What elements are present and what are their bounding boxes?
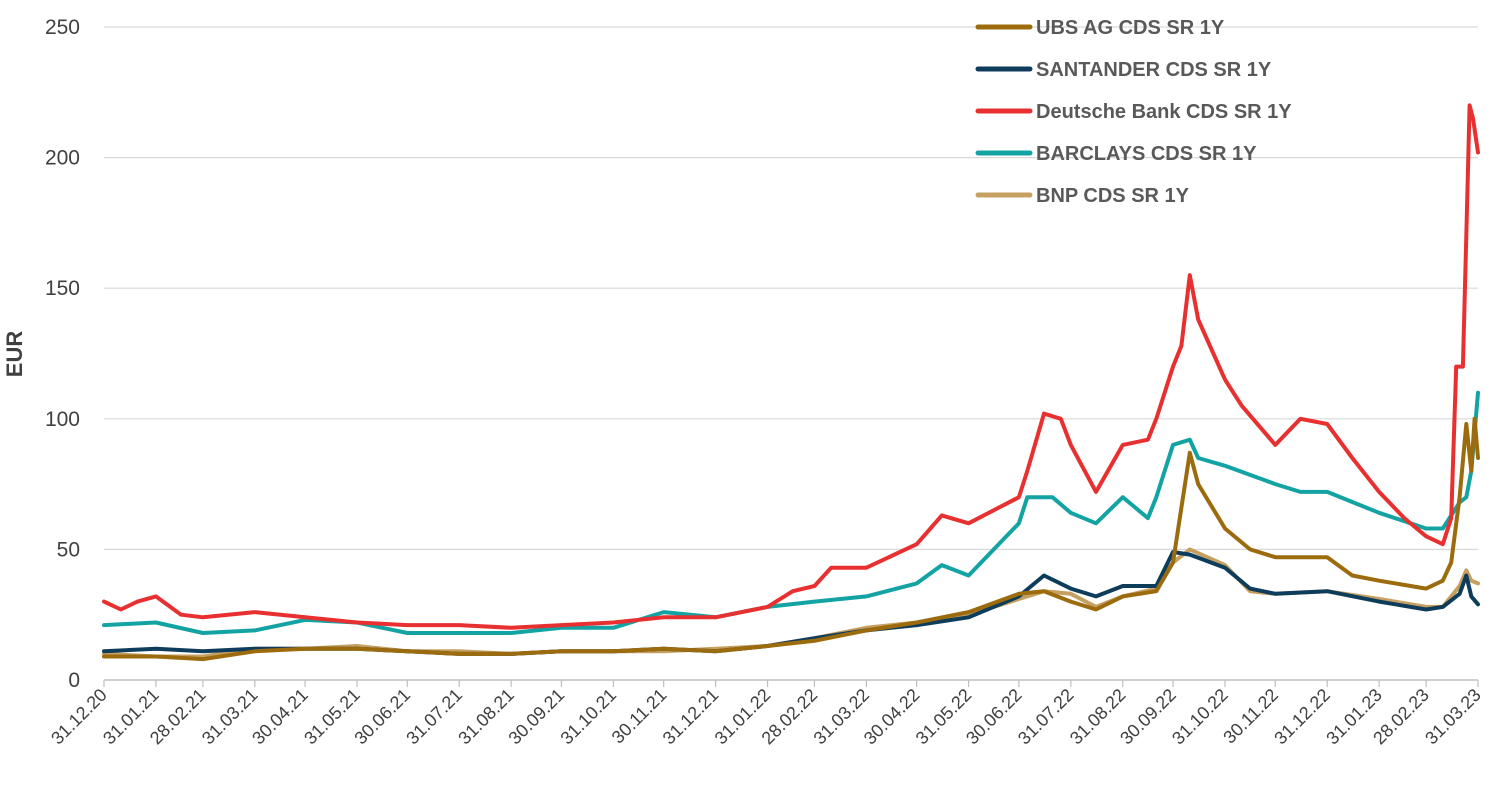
x-tick-label: 31.10.22 (1168, 685, 1232, 749)
x-tick-label: 31.07.22 (1014, 685, 1078, 749)
x-tick-label: 31.03.23 (1421, 685, 1485, 749)
x-tick-label: 31.12.21 (659, 685, 723, 749)
x-tick-label: 30.06.21 (350, 685, 414, 749)
gridlines (104, 26, 1478, 681)
legend-item[interactable]: SANTANDER CDS SR 1Y (975, 59, 1272, 81)
y-tick-label: 250 (45, 16, 80, 39)
x-tick-label: 31.10.21 (557, 685, 621, 749)
y-tick-label: 100 (45, 408, 80, 431)
x-tick-label: 30.11.21 (608, 685, 671, 748)
y-axis-ticks: 0 50 100 150 200 250 (45, 16, 80, 692)
legend-item[interactable]: UBS AG CDS SR 1Y (975, 17, 1225, 39)
legend-label: Deutsche Bank CDS SR 1Y (1036, 101, 1292, 123)
series-line-deutsche-bank-cds-sr-1y (102, 103, 1480, 630)
x-tick-label: 30.04.22 (860, 685, 924, 749)
x-tick-label: 31.12.22 (1270, 685, 1334, 749)
legend-label: SANTANDER CDS SR 1Y (1036, 59, 1272, 81)
y-tick-label: 50 (57, 538, 80, 561)
x-tick-label: 31.07.21 (402, 685, 466, 749)
x-tick-label: 30.06.22 (962, 685, 1026, 749)
x-tick-label: 30.09.21 (505, 685, 569, 749)
y-axis-label: EUR (2, 331, 27, 378)
series-line-barclays-cds-sr-1y (102, 390, 1480, 635)
y-tick-label: 0 (68, 669, 80, 692)
x-tick-label: 30.11.22 (1219, 685, 1282, 748)
y-tick-label: 150 (45, 277, 80, 300)
x-axis-ticks: 31.12.2031.01.2128.02.2131.03.2130.04.21… (47, 680, 1485, 748)
legend-item[interactable]: BNP CDS SR 1Y (975, 185, 1190, 207)
legend-item[interactable]: Deutsche Bank CDS SR 1Y (975, 101, 1292, 123)
series-lines (102, 103, 1480, 662)
x-tick-label: 31.12.20 (47, 685, 111, 749)
legend-label: BNP CDS SR 1Y (1036, 185, 1190, 207)
legend-item[interactable]: BARCLAYS CDS SR 1Y (975, 143, 1257, 165)
x-tick-label: 30.04.21 (248, 685, 312, 749)
legend-label: BARCLAYS CDS SR 1Y (1036, 143, 1257, 165)
series-line-ubs-ag-cds-sr-1y (102, 416, 1480, 662)
y-tick-label: 200 (45, 147, 80, 170)
legend[interactable]: UBS AG CDS SR 1Y SANTANDER CDS SR 1Y Deuts… (975, 17, 1292, 207)
legend-label: UBS AG CDS SR 1Y (1036, 17, 1225, 39)
x-tick-label: 30.09.22 (1116, 685, 1180, 749)
